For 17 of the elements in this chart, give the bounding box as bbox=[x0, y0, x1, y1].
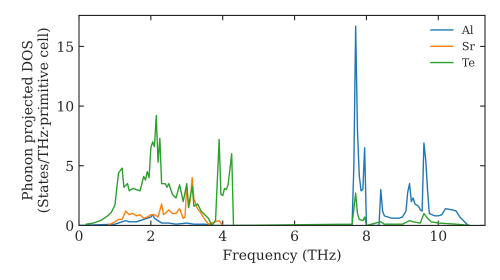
legend-label: Sr bbox=[462, 42, 475, 50]
x-axis-title: Frequency (THz) bbox=[223, 249, 340, 263]
x-tick-label: 8 bbox=[362, 230, 370, 242]
x-tick-label: 10 bbox=[431, 230, 446, 242]
y-tick-label: 15 bbox=[58, 41, 74, 52]
x-tick-label: 4 bbox=[218, 230, 226, 241]
x-tick-label: 0 bbox=[75, 230, 82, 242]
x-tick-label: 2 bbox=[147, 230, 154, 241]
y-tick-label: 5 bbox=[66, 160, 74, 172]
legend-label: Al bbox=[462, 25, 474, 34]
x-tick-label: 6 bbox=[291, 230, 298, 242]
line-series bbox=[107, 176, 224, 226]
y-tick-label: 10 bbox=[58, 101, 74, 112]
line-series bbox=[85, 114, 472, 226]
y-axis-title: Phonon projected DOS (States/THz·primitive cell) bbox=[22, 28, 51, 212]
legend-label: Te bbox=[462, 58, 474, 67]
y-tick-label: 0 bbox=[66, 220, 74, 231]
